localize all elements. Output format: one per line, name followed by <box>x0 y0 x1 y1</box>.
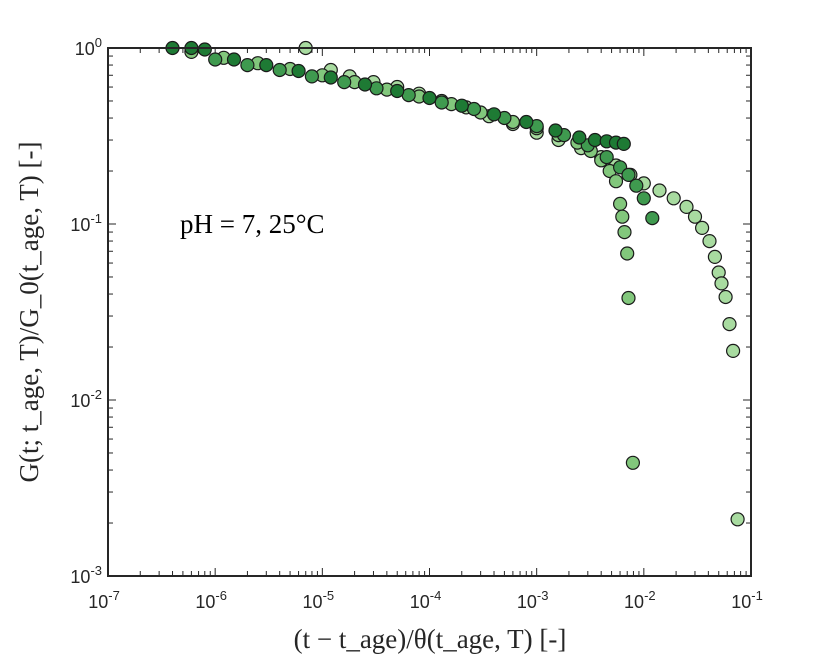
data-point <box>259 57 274 73</box>
data-point <box>519 114 534 130</box>
data-point <box>304 69 319 84</box>
data-point <box>666 191 681 206</box>
data-point <box>291 63 306 79</box>
data-point <box>599 150 614 165</box>
data-point <box>337 74 352 90</box>
data-point <box>612 196 628 211</box>
data-point <box>587 132 603 148</box>
data-point <box>323 70 338 85</box>
data-point <box>197 42 212 57</box>
x-tick-label: 10-2 <box>624 588 656 612</box>
data-point <box>645 211 660 226</box>
y-tick-label: 10-2 <box>70 387 102 411</box>
data-point <box>434 95 449 110</box>
data-point <box>454 98 469 113</box>
data-point <box>615 209 630 224</box>
data-point <box>608 174 624 189</box>
y-tick-label: 10-3 <box>70 563 102 587</box>
y-axis-label: G(t; t_age, T)/G_0(t_age, T) [-] <box>14 142 44 483</box>
x-tick-label: 10-5 <box>303 588 335 612</box>
data-point <box>679 199 694 214</box>
data-point <box>208 52 223 67</box>
data-point <box>621 167 636 182</box>
data-point <box>707 249 723 264</box>
data-point <box>702 234 717 249</box>
data-point <box>486 107 502 122</box>
data-point <box>625 455 641 470</box>
x-tick-label: 10-4 <box>410 588 442 612</box>
data-point <box>272 62 287 78</box>
data-point <box>725 343 741 358</box>
data-point <box>226 52 242 67</box>
data-point <box>616 136 631 151</box>
x-tick-label: 10-6 <box>195 588 227 612</box>
data-point <box>621 290 636 306</box>
data-point <box>730 512 745 527</box>
data-point <box>617 225 632 240</box>
x-tick-label: 10-3 <box>517 588 549 612</box>
data-point <box>714 276 729 291</box>
x-tick-label: 10-1 <box>731 588 763 612</box>
data-point <box>466 101 482 117</box>
data-point <box>357 77 373 92</box>
x-tick-label: 10-7 <box>88 588 120 612</box>
axis-ticks <box>107 47 752 577</box>
data-point <box>240 57 255 73</box>
x-axis-label: (t − t_age)/θ(t_age, T) [-] <box>294 624 567 654</box>
tick-labels: 10-7 10-6 10-5 10-4 10-3 10-2 10-1 10-3 10-2 10-1… <box>70 35 762 612</box>
data-point <box>694 220 710 235</box>
data-points <box>165 40 745 527</box>
plot-frame <box>107 47 752 577</box>
data-point <box>652 183 667 198</box>
annotation-text: pH = 7, 25°C <box>180 209 325 239</box>
data-point <box>722 317 737 332</box>
data-point <box>620 246 635 261</box>
y-tick-label: 10-1 <box>70 211 102 235</box>
data-point <box>629 178 644 193</box>
data-point <box>548 123 563 138</box>
data-point <box>718 289 733 305</box>
data-point <box>390 83 405 99</box>
data-point <box>572 130 587 145</box>
data-point <box>687 209 703 224</box>
y-tick-label: 100 <box>75 35 102 59</box>
data-point <box>636 191 651 206</box>
data-point <box>422 90 437 106</box>
